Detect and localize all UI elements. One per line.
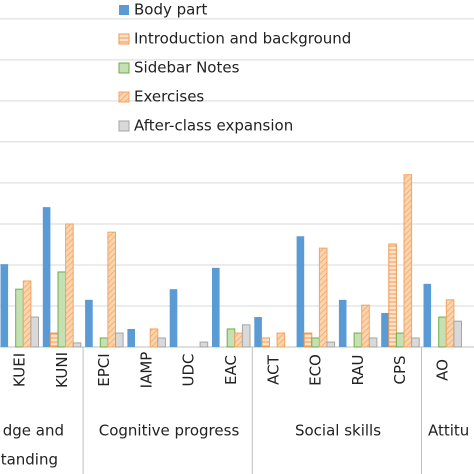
bar <box>226 328 236 348</box>
x-tick-label: ACT <box>264 354 282 384</box>
bar <box>353 332 363 348</box>
bar <box>72 342 82 348</box>
legend-label: After-class expansion <box>134 117 293 135</box>
bar <box>0 264 9 347</box>
group-label: standing <box>0 451 58 469</box>
bar <box>99 337 109 348</box>
legend-swatch <box>118 120 130 132</box>
bar <box>149 328 159 348</box>
bar <box>169 289 178 347</box>
bar <box>311 337 320 348</box>
bar <box>127 328 135 347</box>
bar <box>276 332 286 348</box>
x-tick-label: ECO <box>307 354 325 386</box>
x-tick-label: KUEI <box>11 353 29 387</box>
x-tick-label: EAC <box>222 355 240 385</box>
bar <box>254 317 262 347</box>
bar <box>65 223 74 348</box>
bar <box>57 271 67 348</box>
bar <box>85 299 93 347</box>
legend-label: Exercises <box>134 88 204 106</box>
bar <box>453 320 462 348</box>
bar <box>388 243 397 348</box>
x-tick-label: EPCI <box>95 353 113 386</box>
legend-swatch <box>119 5 129 15</box>
bar <box>296 236 305 347</box>
group-label: Cognitive progress <box>99 422 240 440</box>
bar <box>368 337 378 348</box>
bar <box>361 304 370 348</box>
x-tick-label: UDC <box>180 353 198 386</box>
bar <box>107 231 117 348</box>
x-tick-label: AO <box>434 359 452 381</box>
bar <box>199 341 209 348</box>
bar <box>241 324 251 348</box>
bar <box>42 207 51 347</box>
bar <box>30 316 39 348</box>
bar <box>318 247 328 348</box>
bar <box>411 337 420 348</box>
bar <box>22 280 32 348</box>
legend-swatch <box>118 91 130 103</box>
bar <box>115 332 124 348</box>
bar <box>326 341 336 348</box>
bar <box>261 337 270 348</box>
x-tick-label: IAMP <box>137 352 155 389</box>
bar <box>15 288 24 348</box>
legend-swatch <box>118 62 130 74</box>
group-label: dge and <box>3 422 64 440</box>
legend-label: Sidebar Notes <box>134 59 240 77</box>
bar <box>403 174 413 348</box>
bar <box>445 299 455 348</box>
bar <box>438 316 447 348</box>
x-tick-label: CPS <box>391 355 409 384</box>
legend-label: Body part <box>134 1 208 19</box>
group-label: Social skills <box>295 422 381 440</box>
group-label: Attitu <box>428 422 469 440</box>
x-tick-label: RAU <box>349 354 367 385</box>
legend-swatch <box>118 33 130 45</box>
legend-label: Introduction and background <box>134 30 351 48</box>
bar <box>395 332 405 348</box>
bar <box>49 332 59 348</box>
x-tick-label: KUNI <box>53 352 71 388</box>
bar <box>157 337 166 348</box>
bar <box>423 283 432 347</box>
bar <box>381 312 389 347</box>
bar <box>303 332 313 348</box>
bar <box>338 299 347 347</box>
bar <box>212 267 220 347</box>
bar <box>234 332 243 348</box>
